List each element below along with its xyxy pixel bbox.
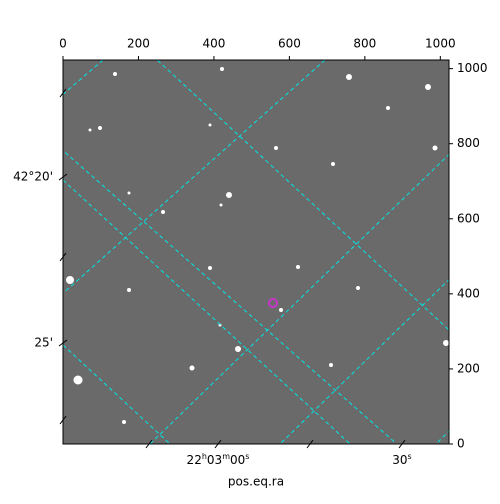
ra-grid-line — [63, 344, 171, 444]
y-tick-label: 800 — [457, 136, 480, 150]
y-tick-label: 0 — [457, 437, 465, 451]
wcs-tick — [59, 252, 67, 262]
dec-grid-line — [149, 153, 449, 444]
ra-grid-line — [156, 60, 449, 331]
x-tick-label: 400 — [202, 37, 225, 51]
wcs-tick — [59, 415, 67, 425]
x-tick-label: 200 — [127, 37, 150, 51]
dec-tick-label: 42°20' — [13, 170, 53, 184]
image — [63, 60, 449, 444]
dec-tick — [58, 173, 68, 181]
wcs-tick — [145, 439, 153, 449]
x-axis-label: pos.eq.ra — [228, 475, 284, 489]
x-tick-label: 1000 — [425, 37, 456, 51]
x-tick-label: 0 — [59, 37, 67, 51]
ra-grid-line — [63, 149, 398, 444]
stars — [66, 67, 449, 424]
y-tick-label: 600 — [457, 211, 480, 225]
dec-grid-line — [279, 278, 449, 444]
wcs-tick — [306, 439, 314, 449]
x-tick-label: 800 — [353, 37, 376, 51]
ra-tick — [398, 439, 406, 449]
wcs-tick — [59, 88, 67, 98]
ra-tick — [214, 439, 222, 449]
y-tick-label: 400 — [457, 286, 480, 300]
y-tick-label: 200 — [457, 361, 480, 375]
dec-tick — [58, 339, 68, 347]
ra-grid-line — [63, 179, 351, 444]
dec-grid-line — [63, 60, 104, 96]
axes-frame — [62, 59, 450, 445]
ra-tick-label: 22h03m00s — [187, 452, 250, 467]
ra-tick-label: 30s — [392, 452, 411, 467]
target-marker — [268, 298, 278, 308]
x-tick-label: 600 — [278, 37, 301, 51]
dec-tick-label: 25' — [34, 336, 53, 350]
y-tick-label: 1000 — [457, 61, 488, 75]
